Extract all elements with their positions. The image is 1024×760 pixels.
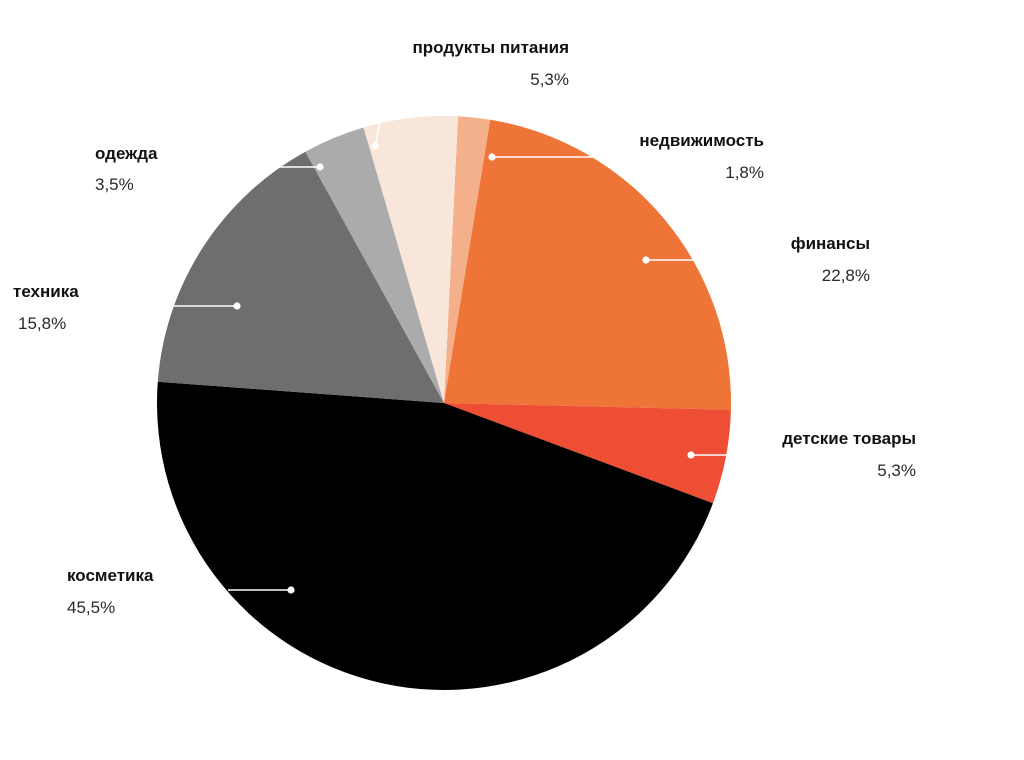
slice-label-одежда: одежда xyxy=(95,144,158,163)
pie-slice-одежда xyxy=(305,127,444,403)
slice-value-одежда: 3,5% xyxy=(95,175,134,194)
leader-dot-косметика xyxy=(287,586,295,594)
leader-line-продукты-питания xyxy=(374,121,381,147)
pie-slice-косметика xyxy=(157,381,713,691)
leader-dot-финансы xyxy=(642,256,650,264)
slice-label-косметика: косметика xyxy=(67,566,154,585)
leader-dot-продукты-питания xyxy=(371,142,379,150)
slice-value-финансы: 22,8% xyxy=(822,266,870,285)
leader-dot-недвижимость xyxy=(488,153,496,161)
slice-value-продукты-питания: 5,3% xyxy=(530,70,569,89)
slice-label-продукты-питания: продукты питания xyxy=(413,38,569,57)
leader-dot-одежда xyxy=(316,163,324,171)
pie-slice-детские-товары xyxy=(444,403,731,504)
slice-label-детские-товары: детские товары xyxy=(782,429,916,448)
slice-label-финансы: финансы xyxy=(791,234,870,253)
leader-dot-детские-товары xyxy=(687,451,695,459)
slice-label-недвижимость: недвижимость xyxy=(639,131,764,150)
pie-slice-финансы xyxy=(444,119,731,410)
pie-slices xyxy=(157,115,731,691)
pie-slice-недвижимость xyxy=(444,116,491,403)
slice-value-косметика: 45,5% xyxy=(67,598,115,617)
slice-label-техника: техника xyxy=(13,282,79,301)
pie-slice-техника xyxy=(157,151,444,403)
pie-slice-продукты-питания xyxy=(363,115,459,403)
leader-dot-техника xyxy=(233,302,241,310)
slice-value-техника: 15,8% xyxy=(18,314,66,333)
slice-value-детские-товары: 5,3% xyxy=(877,461,916,480)
slice-value-недвижимость: 1,8% xyxy=(725,163,764,182)
slice-labels: недвижимость 1,8% финансы 22,8% детские това… xyxy=(13,38,916,617)
leader-lines xyxy=(172,121,740,594)
